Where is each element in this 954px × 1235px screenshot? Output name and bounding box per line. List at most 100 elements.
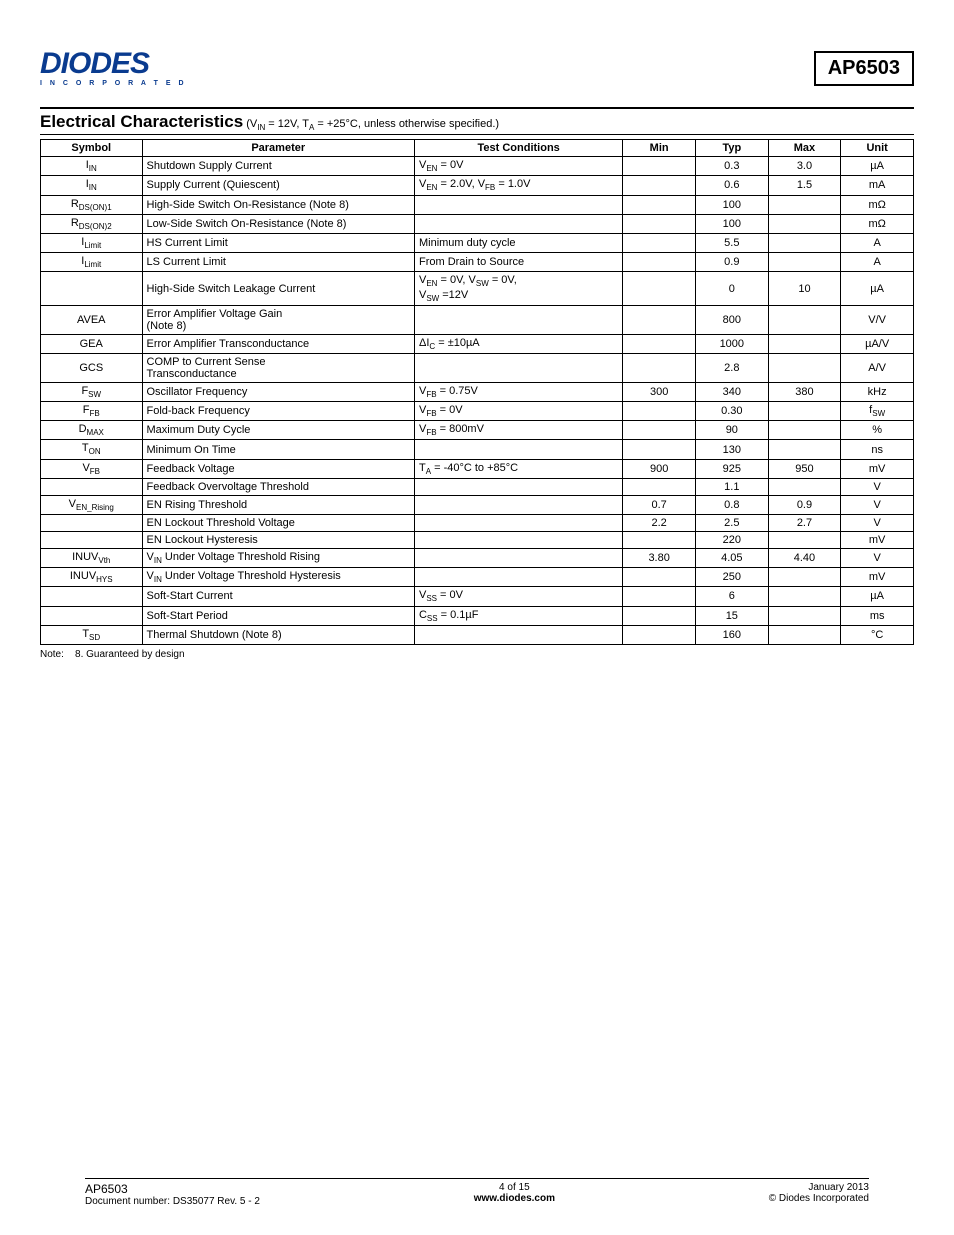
table-row: GCSCOMP to Current SenseTransconductance… [41, 353, 914, 382]
cell-symbol: RDS(ON)1 [41, 195, 143, 214]
cell-unit: mA [841, 176, 914, 195]
cell-symbol: ILimit [41, 233, 143, 252]
cell-min [623, 587, 696, 606]
cell-min: 0.7 [623, 495, 696, 514]
cell-min: 2.2 [623, 515, 696, 532]
cell-max: 2.7 [768, 515, 841, 532]
cell-max [768, 233, 841, 252]
logo: DIODES I N C O R P O R A T E D [40, 50, 190, 87]
cell-min [623, 233, 696, 252]
cell-symbol: GCS [41, 353, 143, 382]
cell-max: 4.40 [768, 549, 841, 568]
table-row: EN Lockout Threshold Voltage2.22.52.7V [41, 515, 914, 532]
cell-parameter: VIN Under Voltage Threshold Rising [142, 549, 414, 568]
cell-symbol: GEA [41, 334, 143, 353]
cell-max [768, 334, 841, 353]
cell-conditions [414, 214, 622, 233]
cell-conditions [414, 495, 622, 514]
cell-min [623, 440, 696, 459]
cell-unit: A/V [841, 353, 914, 382]
cell-min [623, 532, 696, 549]
page-header: DIODES I N C O R P O R A T E D AP6503 [40, 50, 914, 87]
cell-min [623, 334, 696, 353]
section-conditions: (VIN = 12V, TA = +25°C, unless otherwise… [243, 118, 499, 130]
table-row: Feedback Overvoltage Threshold1.1V [41, 478, 914, 495]
cell-min [623, 272, 696, 305]
cell-unit: V [841, 515, 914, 532]
cell-unit: kHz [841, 382, 914, 401]
cell-unit: % [841, 421, 914, 440]
cell-parameter: COMP to Current SenseTransconductance [142, 353, 414, 382]
footer-right: January 2013 © Diodes Incorporated [769, 1182, 869, 1207]
cell-symbol: IIN [41, 176, 143, 195]
part-number-box: AP6503 [814, 51, 914, 86]
cell-typ: 160 [695, 625, 768, 644]
note-text: Guaranteed by design [86, 649, 184, 660]
cell-max [768, 440, 841, 459]
table-row: High-Side Switch Leakage CurrentVEN = 0V… [41, 272, 914, 305]
cell-unit: mV [841, 568, 914, 587]
table-row: ILimitHS Current LimitMinimum duty cycle… [41, 233, 914, 252]
cell-parameter: Oscillator Frequency [142, 382, 414, 401]
cell-conditions: VFB = 0.75V [414, 382, 622, 401]
cell-parameter: Supply Current (Quiescent) [142, 176, 414, 195]
cell-typ: 0.8 [695, 495, 768, 514]
cell-symbol: RDS(ON)2 [41, 214, 143, 233]
footer-url: www.diodes.com [474, 1193, 555, 1204]
cell-max [768, 532, 841, 549]
cell-min: 900 [623, 459, 696, 478]
cell-max [768, 353, 841, 382]
cell-typ: 0.30 [695, 402, 768, 421]
cell-unit: µA [841, 272, 914, 305]
cell-max: 0.9 [768, 495, 841, 514]
footer-date: January 2013 [808, 1182, 869, 1193]
cell-conditions [414, 195, 622, 214]
cell-unit: V [841, 495, 914, 514]
cell-parameter: LS Current Limit [142, 253, 414, 272]
cell-conditions: Minimum duty cycle [414, 233, 622, 252]
cell-min [623, 402, 696, 421]
footer-center: 4 of 15 www.diodes.com [474, 1182, 555, 1207]
cell-symbol [41, 515, 143, 532]
table-row: IINSupply Current (Quiescent)VEN = 2.0V,… [41, 176, 914, 195]
logo-text: DIODES [40, 47, 149, 80]
table-row: TSDThermal Shutdown (Note 8)160°C [41, 625, 914, 644]
table-row: INUVHYSVIN Under Voltage Threshold Hyste… [41, 568, 914, 587]
note-num: 8. [75, 649, 83, 660]
table-row: FSWOscillator FrequencyVFB = 0.75V300340… [41, 382, 914, 401]
table-row: INUVVthVIN Under Voltage Threshold Risin… [41, 549, 914, 568]
cell-symbol: ILimit [41, 253, 143, 272]
section-title-row: Electrical Characteristics (VIN = 12V, T… [40, 107, 914, 135]
cell-symbol: VEN_Rising [41, 495, 143, 514]
cell-conditions: VFB = 800mV [414, 421, 622, 440]
cell-min [623, 478, 696, 495]
cell-conditions [414, 353, 622, 382]
cell-symbol [41, 532, 143, 549]
cell-min [623, 195, 696, 214]
cell-typ: 2.5 [695, 515, 768, 532]
cell-symbol [41, 606, 143, 625]
cell-min [623, 353, 696, 382]
table-row: EN Lockout Hysteresis220mV [41, 532, 914, 549]
cell-min: 300 [623, 382, 696, 401]
cell-unit: fSW [841, 402, 914, 421]
page-footer: AP6503 Document number: DS35077 Rev. 5 -… [85, 1178, 869, 1207]
footer-copyright: © Diodes Incorporated [769, 1193, 869, 1204]
cell-symbol [41, 587, 143, 606]
electrical-characteristics-table: Symbol Parameter Test Conditions Min Typ… [40, 139, 914, 645]
table-row: TONMinimum On Time130ns [41, 440, 914, 459]
cell-max: 380 [768, 382, 841, 401]
table-row: VEN_RisingEN Rising Threshold0.70.80.9V [41, 495, 914, 514]
cell-conditions [414, 549, 622, 568]
cell-min [623, 214, 696, 233]
cell-min [623, 421, 696, 440]
cell-parameter: Shutdown Supply Current [142, 157, 414, 176]
cell-unit: mV [841, 532, 914, 549]
cell-conditions: VEN = 2.0V, VFB = 1.0V [414, 176, 622, 195]
cell-conditions: VFB = 0V [414, 402, 622, 421]
cell-conditions: VSS = 0V [414, 587, 622, 606]
cell-parameter: Error Amplifier Transconductance [142, 334, 414, 353]
cell-max [768, 478, 841, 495]
cell-typ: 250 [695, 568, 768, 587]
cell-unit: V/V [841, 305, 914, 334]
